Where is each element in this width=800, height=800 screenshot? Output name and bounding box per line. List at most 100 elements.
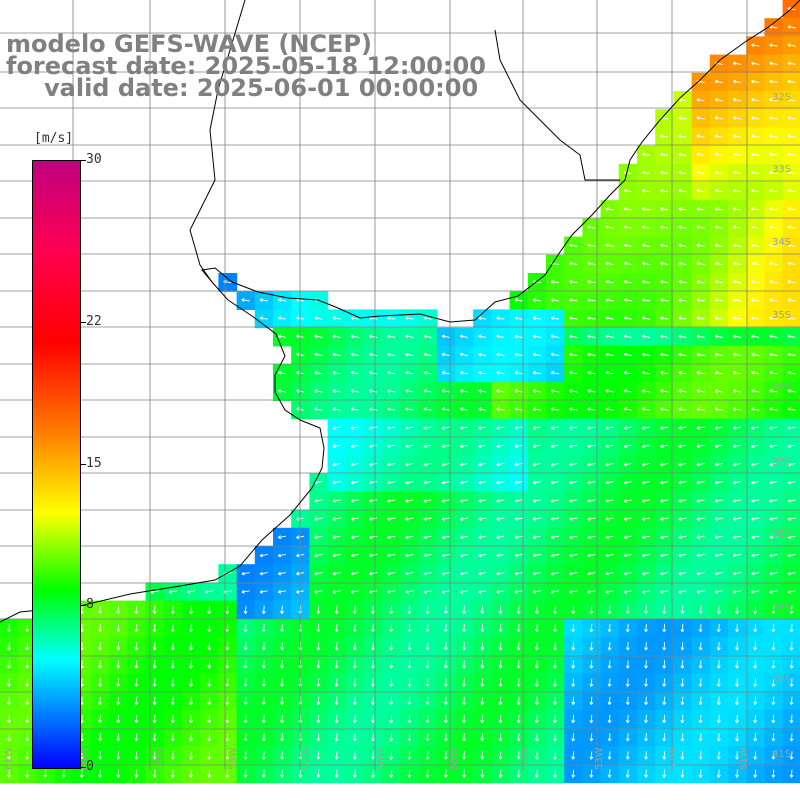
wind-arrow	[660, 370, 669, 375]
wind-arrow	[280, 769, 284, 778]
wind-arrow	[569, 279, 578, 284]
wind-arrow	[696, 589, 705, 594]
wind-arrow	[769, 243, 778, 248]
latitude-label: 33S	[772, 164, 791, 175]
wind-arrow	[789, 642, 794, 651]
wind-arrow	[352, 623, 357, 633]
wind-arrow	[98, 660, 102, 669]
wind-arrow	[714, 79, 723, 84]
wind-arrow	[480, 714, 485, 724]
wind-arrow	[441, 589, 450, 594]
wind-arrow	[607, 751, 612, 760]
wind-arrow	[605, 553, 614, 558]
wind-arrow	[25, 660, 30, 669]
wind-arrow	[459, 589, 469, 594]
wind-arrow	[641, 243, 651, 248]
wind-arrow	[332, 426, 341, 430]
wind-arrow	[751, 316, 760, 321]
wind-arrow	[478, 553, 487, 558]
wind-arrow	[425, 733, 430, 742]
wind-arrow	[660, 243, 669, 248]
wind-arrow	[641, 334, 651, 339]
wind-arrow	[225, 751, 230, 760]
wind-arrow	[332, 517, 341, 521]
wind-arrow	[769, 535, 778, 540]
wind-arrow	[732, 243, 742, 248]
wind-arrow	[425, 623, 430, 633]
wind-arrow	[498, 696, 503, 705]
wind-arrow	[350, 370, 359, 375]
wind-arrow	[371, 660, 375, 669]
wind-arrow	[732, 261, 742, 266]
wind-arrow	[787, 535, 796, 540]
wind-arrow	[751, 334, 760, 339]
wind-arrow	[678, 334, 687, 339]
wind-arrow	[696, 116, 705, 120]
wind-arrow	[459, 352, 469, 357]
wind-arrow	[423, 480, 432, 485]
wind-arrow	[478, 480, 487, 485]
colorbar-tick-label: 22	[86, 313, 102, 329]
wind-arrow	[387, 334, 396, 339]
wind-arrow	[498, 660, 503, 669]
wind-arrow	[496, 389, 505, 393]
wind-arrow	[280, 714, 284, 724]
wind-arrow	[641, 389, 651, 393]
wind-arrow	[516, 605, 521, 614]
wind-arrow	[696, 517, 705, 521]
wind-arrow	[678, 279, 687, 284]
wind-arrow	[732, 444, 742, 449]
wind-arrow	[25, 714, 30, 724]
wind-arrow	[641, 517, 651, 521]
wind-arrow	[641, 498, 651, 503]
wind-arrow	[587, 517, 596, 521]
wind-arrow	[387, 480, 396, 485]
wind-arrow	[714, 462, 723, 467]
wind-arrow	[644, 623, 648, 633]
wind-arrow	[735, 769, 739, 778]
wind-arrow	[787, 134, 796, 139]
wind-arrow	[7, 751, 11, 760]
wind-arrow	[496, 426, 505, 430]
longitude-label: 56W	[376, 747, 387, 770]
wind-arrow	[459, 480, 469, 485]
wind-arrow	[571, 660, 576, 669]
wind-arrow	[368, 589, 378, 594]
wind-arrow	[207, 623, 212, 633]
wind-arrow	[569, 535, 578, 540]
wind-arrow	[787, 589, 796, 594]
wind-arrow	[787, 426, 796, 430]
wind-arrow	[387, 370, 396, 375]
wind-arrow	[605, 589, 614, 594]
wind-arrow	[98, 769, 102, 778]
wind-arrow	[514, 589, 523, 594]
wind-arrow	[716, 623, 721, 633]
wind-arrow	[407, 678, 412, 687]
wind-arrow	[751, 589, 760, 594]
wind-arrow	[423, 444, 432, 449]
wind-arrow	[243, 605, 248, 614]
wind-arrow	[243, 769, 248, 778]
wind-arrow	[569, 498, 578, 503]
wind-arrow	[534, 769, 539, 778]
wind-arrow	[641, 279, 651, 284]
wind-arrow	[261, 769, 266, 778]
wind-arrow	[587, 553, 596, 558]
wind-arrow	[769, 170, 778, 175]
wind-arrow	[478, 334, 487, 339]
wind-arrow	[241, 298, 250, 302]
wind-arrow	[496, 498, 505, 503]
wind-arrow	[605, 334, 614, 339]
wind-arrow	[534, 660, 539, 669]
wind-arrow	[660, 334, 669, 339]
wind-arrow	[680, 714, 685, 724]
wind-arrow	[314, 535, 323, 540]
wind-arrow	[625, 605, 630, 614]
wind-arrow	[516, 623, 521, 633]
wind-arrow	[696, 134, 705, 139]
wind-arrow	[751, 279, 760, 284]
wind-arrow	[405, 553, 414, 558]
colorbar-tick-label: 0	[86, 759, 94, 774]
wind-arrow	[514, 571, 523, 576]
colorbar-tick-mark	[80, 463, 86, 465]
